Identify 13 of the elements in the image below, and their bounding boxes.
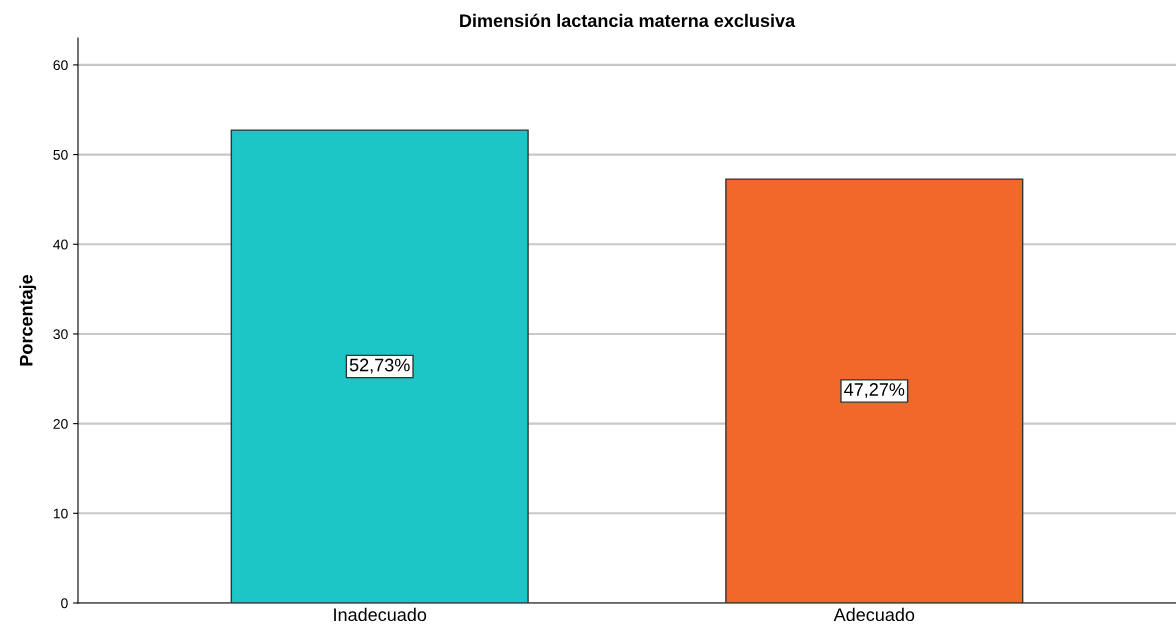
y-tick-label: 0 [61,598,68,609]
y-tick-label: 30 [53,329,68,340]
x-tick-label: Adecuado [833,607,915,622]
y-tick-label: 20 [53,418,68,429]
y-axis-title: Porcentaje [19,274,37,366]
chart-title: Dimensión lactancia materna exclusiva [460,13,796,28]
y-tick-label: 40 [53,239,68,250]
data-label: 52,73% [349,358,410,374]
y-tick-label: 10 [53,508,68,519]
data-label: 47,27% [844,383,905,399]
x-tick-label: Inadecuado [334,607,427,622]
y-tick-label: 60 [53,60,68,71]
y-tick-label: 50 [53,149,68,160]
